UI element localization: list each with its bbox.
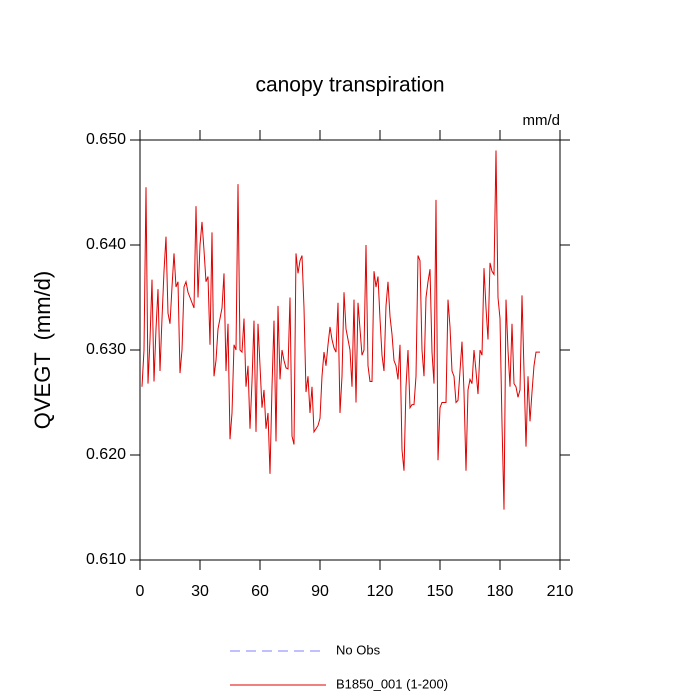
x-tick-label: 150 xyxy=(427,583,454,600)
x-tick-label: 0 xyxy=(136,583,145,600)
units-label: mm/d xyxy=(523,112,561,129)
legend-label: No Obs xyxy=(336,642,381,657)
y-tick-label: 0.640 xyxy=(86,236,126,253)
y-tick-label: 0.650 xyxy=(86,131,126,148)
x-tick-label: 90 xyxy=(311,583,329,600)
x-tick-label: 210 xyxy=(547,583,574,600)
x-tick-label: 30 xyxy=(191,583,209,600)
data-line xyxy=(141,150,540,510)
y-tick-label: 0.610 xyxy=(86,551,126,568)
x-tick-label: 120 xyxy=(367,583,394,600)
chart-title: canopy transpiration xyxy=(255,74,444,97)
legend-label: B1850_001 (1-200) xyxy=(336,676,448,691)
x-tick-label: 180 xyxy=(487,583,514,600)
y-tick-label: 0.630 xyxy=(86,341,126,358)
y-tick-label: 0.620 xyxy=(86,446,126,463)
y-axis-label: QVEGT (mm/d) xyxy=(30,271,55,430)
x-tick-label: 60 xyxy=(251,583,269,600)
